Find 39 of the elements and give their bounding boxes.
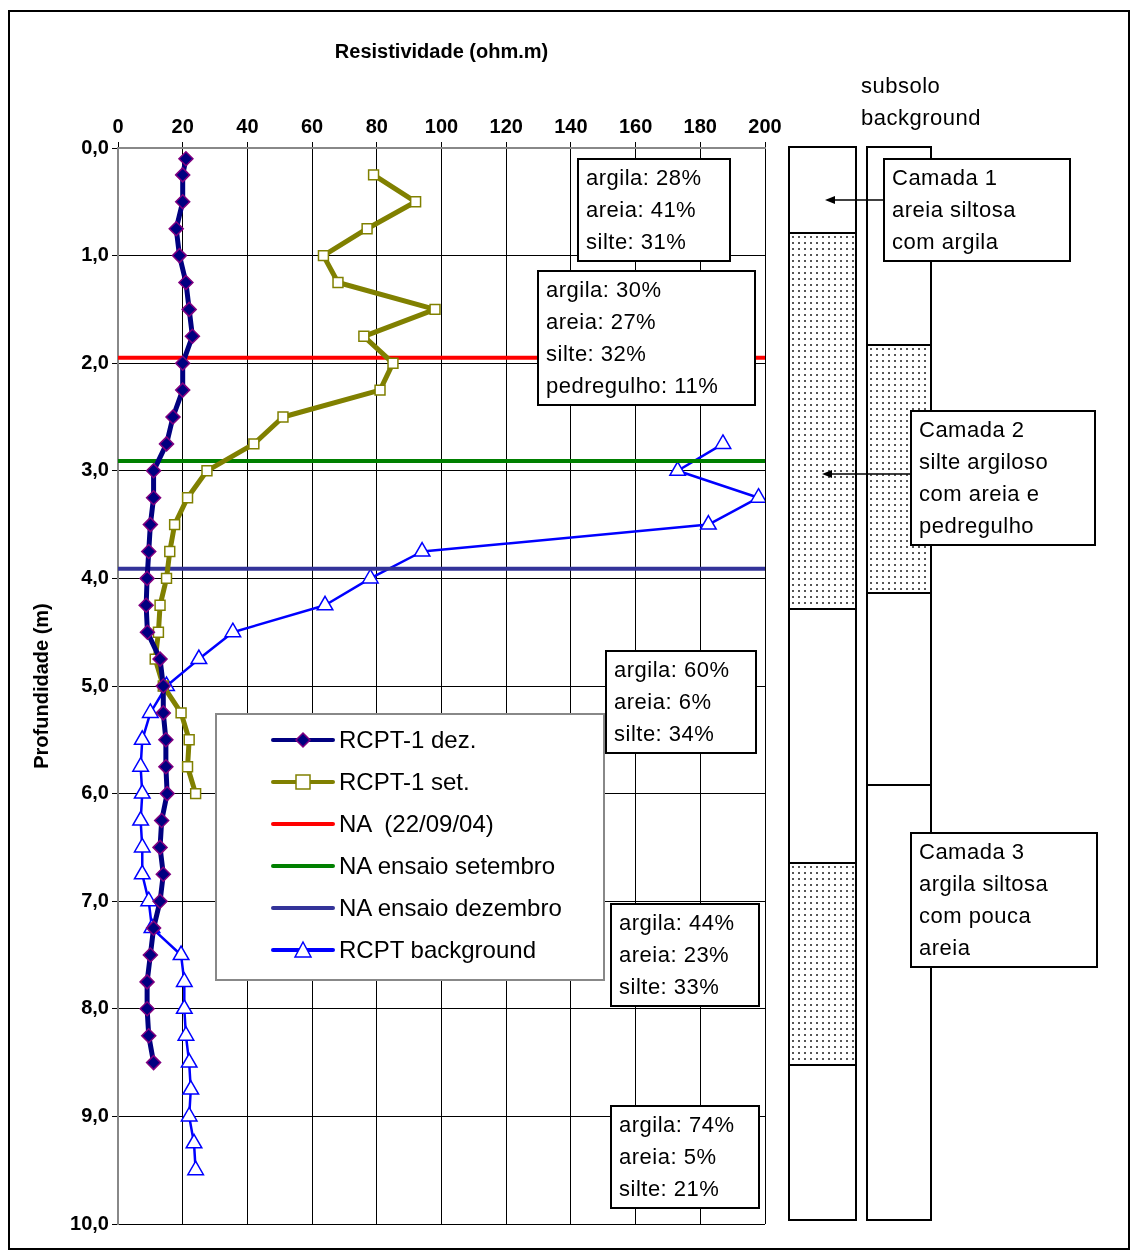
legend-label: NA ensaio setembro — [339, 852, 556, 880]
x-tick-label: 0 — [112, 114, 124, 137]
x-tick-label: 200 — [748, 114, 782, 137]
y-axis-title: Profundidade (m) — [29, 603, 52, 769]
legend-label: NA (22/09/04) — [339, 810, 494, 838]
y-tick-label: 6,0 — [81, 781, 109, 804]
x-tick-label: 40 — [236, 114, 259, 137]
y-tick-label: 9,0 — [81, 1103, 109, 1126]
x-tick-label: 160 — [618, 114, 653, 137]
legend-label: RCPT-1 dez. — [339, 726, 477, 754]
x-tick-label: 60 — [300, 114, 324, 137]
annotation: argila: 74% areia: 5% silte: 21% — [610, 1105, 760, 1209]
y-tick-label: 0,0 — [81, 135, 109, 158]
x-tick-label: 120 — [489, 114, 523, 137]
annotation: argila: 28% areia: 41% silte: 31% — [577, 158, 731, 262]
x-tick-label: 80 — [365, 114, 388, 137]
annotation: argila: 60% areia: 6% silte: 34% — [605, 650, 757, 754]
x-tick-label: 20 — [171, 114, 194, 137]
text: subsolo background — [860, 72, 982, 132]
y-tick-label: 3,0 — [81, 458, 109, 481]
annotation: argila: 44% areia: 23% silte: 33% — [610, 903, 760, 1007]
text: Camada 3 argila siltosa com pouca areia — [910, 832, 1098, 968]
annotation: argila: 30% areia: 27% silte: 32% pedregulho: 11% — [537, 270, 756, 406]
text: Camada 2 silte argiloso com areia e pedregulho — [910, 410, 1096, 546]
y-tick-label: 1,0 — [81, 243, 109, 266]
y-tick-label: 4,0 — [81, 565, 109, 588]
legend-label: RCPT background — [339, 936, 536, 964]
y-tick-label: 7,0 — [81, 888, 109, 911]
y-tick-label: 10,0 — [70, 1211, 109, 1234]
y-tick-label: 5,0 — [81, 673, 109, 696]
x-tick-label: 140 — [554, 114, 588, 137]
y-tick-label: 2,0 — [81, 350, 109, 373]
y-tick-label: 8,0 — [81, 996, 109, 1019]
x-tick-label: 180 — [683, 114, 717, 137]
legend-label: RCPT-1 set. — [339, 768, 470, 796]
text: Camada 1 areia siltosa com argila — [883, 158, 1071, 262]
legend-label: NA ensaio dezembro — [339, 894, 562, 922]
x-axis-title: Resistividade (ohm.m) — [334, 39, 549, 62]
x-tick-label: 100 — [424, 114, 459, 137]
